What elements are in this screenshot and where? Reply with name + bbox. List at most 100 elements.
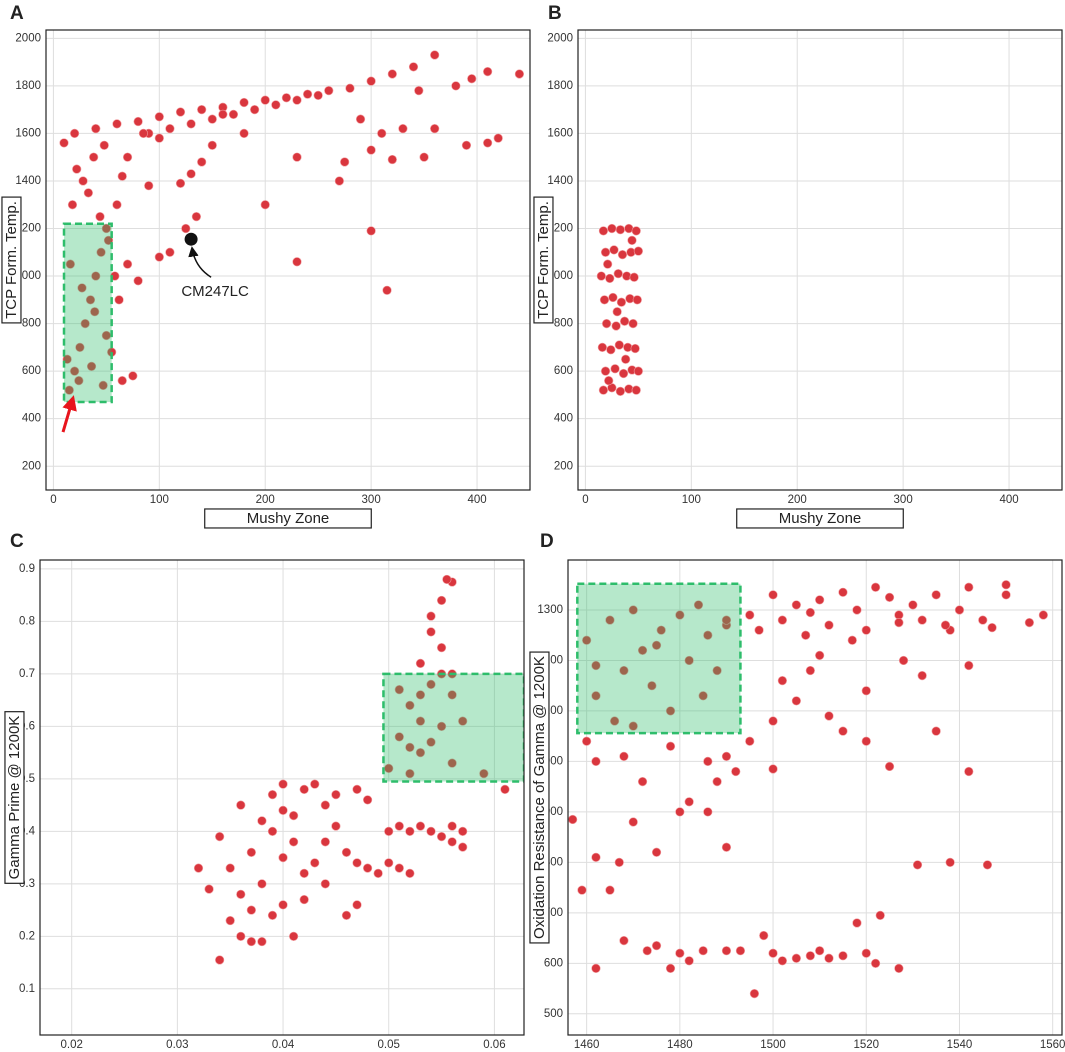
point bbox=[964, 660, 974, 671]
point bbox=[154, 252, 164, 262]
x-tick-label: 200 bbox=[256, 494, 275, 506]
point bbox=[599, 295, 610, 305]
point bbox=[493, 133, 503, 143]
x-axis-label-group: Mushy Zone bbox=[204, 508, 372, 529]
point bbox=[768, 590, 778, 600]
point bbox=[257, 936, 267, 947]
point bbox=[218, 109, 228, 119]
point bbox=[72, 164, 82, 174]
point bbox=[861, 948, 871, 958]
point bbox=[341, 847, 352, 857]
point bbox=[768, 716, 778, 726]
point bbox=[931, 726, 941, 736]
y-tick-label: 200 bbox=[22, 460, 41, 472]
point bbox=[352, 784, 362, 794]
point bbox=[292, 152, 302, 162]
y-tick-label: 0.2 bbox=[19, 930, 35, 942]
point bbox=[805, 951, 815, 961]
points bbox=[568, 580, 1048, 999]
point bbox=[604, 376, 614, 386]
point bbox=[852, 605, 862, 615]
point bbox=[215, 955, 225, 965]
point bbox=[749, 989, 760, 999]
plot-area bbox=[568, 560, 1062, 1035]
point bbox=[197, 157, 207, 167]
point bbox=[693, 600, 704, 610]
point bbox=[884, 592, 895, 602]
x-tick-label: 0.03 bbox=[166, 1039, 188, 1051]
point bbox=[1024, 617, 1034, 628]
point bbox=[703, 630, 713, 640]
point bbox=[384, 826, 394, 836]
point bbox=[447, 821, 457, 831]
point bbox=[436, 721, 447, 731]
point bbox=[759, 930, 769, 941]
point bbox=[805, 607, 815, 618]
point bbox=[721, 615, 732, 625]
point bbox=[982, 860, 993, 870]
point bbox=[684, 655, 694, 666]
x-tick-label: 1560 bbox=[1040, 1039, 1065, 1051]
point bbox=[191, 212, 201, 222]
marker-point bbox=[184, 232, 198, 246]
point bbox=[815, 946, 825, 956]
point bbox=[838, 726, 848, 736]
point bbox=[260, 95, 270, 105]
panel-label: A bbox=[10, 3, 24, 24]
point bbox=[310, 779, 320, 789]
point bbox=[387, 154, 397, 165]
point bbox=[299, 894, 309, 905]
point bbox=[415, 716, 426, 726]
point bbox=[847, 635, 857, 645]
point bbox=[651, 847, 662, 857]
point bbox=[483, 138, 493, 148]
point bbox=[289, 811, 299, 821]
point bbox=[628, 817, 638, 827]
y-tick-label: 0.9 bbox=[19, 563, 35, 575]
highlight-region bbox=[62, 222, 113, 404]
point bbox=[267, 790, 278, 800]
point bbox=[791, 600, 801, 610]
y-tick-label: 1000 bbox=[15, 270, 41, 282]
y-tick-label: 0.1 bbox=[19, 983, 35, 995]
point bbox=[815, 650, 825, 661]
point bbox=[675, 807, 685, 817]
point bbox=[175, 178, 186, 188]
point bbox=[656, 625, 666, 635]
point bbox=[355, 114, 366, 124]
point bbox=[870, 582, 881, 592]
point bbox=[133, 116, 143, 127]
point bbox=[838, 951, 848, 961]
point bbox=[426, 737, 436, 747]
y-axis-label-box bbox=[529, 651, 550, 944]
point bbox=[861, 736, 871, 746]
point bbox=[90, 307, 100, 317]
point bbox=[83, 188, 93, 198]
point bbox=[870, 958, 881, 968]
x-axis-label: Mushy Zone bbox=[247, 510, 330, 527]
point bbox=[193, 863, 204, 873]
point bbox=[207, 140, 217, 150]
point bbox=[607, 223, 617, 234]
point bbox=[186, 169, 196, 179]
point bbox=[78, 176, 88, 186]
point bbox=[651, 640, 662, 650]
point bbox=[362, 795, 373, 805]
point bbox=[745, 736, 755, 746]
point bbox=[426, 611, 436, 621]
point bbox=[632, 295, 642, 305]
y-axis-label-box bbox=[533, 196, 554, 324]
point bbox=[721, 751, 732, 761]
x-axis-label: Mushy Zone bbox=[779, 510, 862, 527]
point bbox=[603, 259, 613, 269]
point bbox=[310, 858, 320, 868]
point bbox=[917, 670, 927, 681]
annotation: CM247LC bbox=[181, 283, 249, 300]
plot-frame bbox=[45, 29, 531, 491]
point bbox=[320, 800, 330, 810]
point bbox=[884, 761, 895, 772]
point bbox=[621, 354, 631, 364]
point bbox=[186, 119, 196, 129]
point bbox=[945, 857, 955, 867]
y-tick-label: 0.8 bbox=[19, 615, 35, 627]
